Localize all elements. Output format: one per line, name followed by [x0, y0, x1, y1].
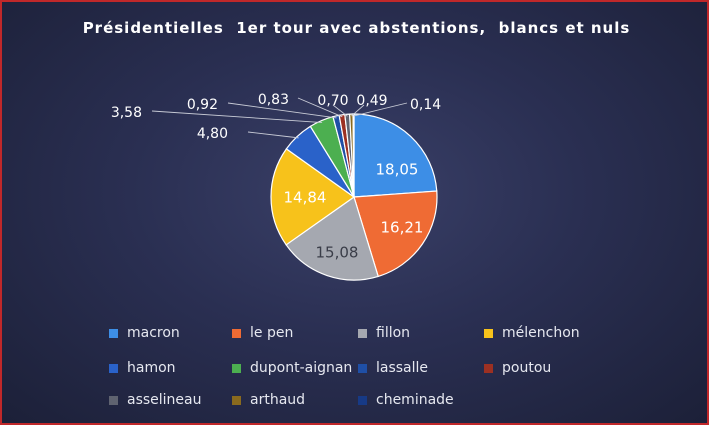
legend-label: cheminade	[376, 392, 454, 408]
legend-swatch	[484, 328, 493, 338]
legend-swatch	[109, 395, 118, 405]
legend-label: mélenchon	[502, 325, 580, 341]
legend-item-arthaud: arthaud	[232, 390, 305, 410]
leader-line	[247, 131, 299, 139]
leader-line	[353, 102, 408, 117]
data-label: 18,05	[376, 161, 419, 179]
pie-slice-le-pen	[353, 190, 438, 278]
data-labels: 18,05 16,21 15,08 14,84 4,80 3,58 0,92 0,83 0,70…	[111, 92, 441, 262]
legend-swatch	[232, 328, 241, 338]
data-label: 4,80	[197, 126, 228, 142]
leader-line	[297, 97, 343, 118]
pie-slice-fillon	[285, 196, 379, 281]
leader-line	[151, 110, 323, 123]
legend-swatch	[484, 363, 493, 373]
legend-item-lassalle: lassalle	[358, 358, 428, 378]
data-label: 0,14	[410, 97, 441, 113]
pie-slice-macron	[353, 113, 438, 198]
data-label: 3,58	[111, 105, 142, 121]
leader-line	[351, 104, 365, 117]
chart-title: Présidentielles 1er tour avec abstention…	[82, 19, 631, 37]
legend-label: arthaud	[250, 392, 306, 408]
data-label: 14,84	[284, 189, 327, 207]
legend-swatch	[109, 328, 118, 338]
legend: macron le pen fillon mélenchon hamon dupont-a…	[109, 320, 609, 420]
leader-lines	[151, 97, 408, 139]
data-label: 0,92	[187, 97, 218, 113]
data-label: 0,83	[258, 92, 289, 108]
leader-line	[227, 102, 337, 119]
legend-item-dupont-aignan: dupont-aignan	[232, 358, 352, 378]
legend-item-le-pen: le pen	[232, 323, 293, 343]
data-label: 15,08	[316, 244, 359, 262]
legend-label: lassalle	[376, 360, 429, 376]
legend-item-hamon: hamon	[109, 358, 176, 378]
legend-item-asselineau: asselineau	[109, 390, 202, 410]
legend-label: dupont-aignan	[250, 360, 353, 376]
data-label: 0,49	[356, 93, 387, 109]
legend-item-m-lenchon: mélenchon	[484, 323, 580, 343]
legend-swatch	[358, 395, 367, 405]
legend-item-cheminade: cheminade	[358, 390, 454, 410]
legend-label: hamon	[127, 360, 176, 376]
pie-slices	[270, 113, 438, 281]
pie-slice-m-lenchon	[270, 148, 356, 246]
legend-label: macron	[127, 325, 180, 341]
legend-swatch	[232, 363, 241, 373]
legend-swatch	[358, 328, 367, 338]
legend-item-fillon: fillon	[358, 323, 410, 343]
legend-item-poutou: poutou	[484, 358, 551, 378]
legend-swatch	[232, 395, 241, 405]
legend-label: le pen	[250, 325, 294, 341]
legend-label: fillon	[376, 325, 411, 341]
data-label: 0,70	[317, 93, 348, 109]
legend-item-macron: macron	[109, 323, 180, 343]
data-label: 16,21	[381, 219, 424, 237]
legend-swatch	[358, 363, 367, 373]
leader-line	[332, 104, 348, 117]
legend-label: poutou	[502, 360, 552, 376]
legend-label: asselineau	[127, 392, 202, 408]
legend-swatch	[109, 363, 118, 373]
